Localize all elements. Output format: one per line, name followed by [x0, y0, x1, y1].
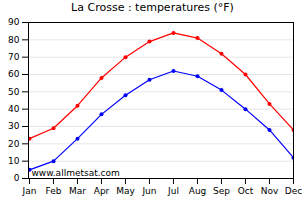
svg-text:40: 40 [8, 104, 20, 114]
svg-text:20: 20 [8, 139, 20, 149]
svg-text:Mar: Mar [69, 186, 86, 196]
svg-text:www.allmetsat.com: www.allmetsat.com [32, 168, 120, 178]
svg-text:Apr: Apr [94, 186, 110, 196]
svg-text:Sep: Sep [213, 186, 230, 196]
svg-text:30: 30 [8, 121, 20, 131]
svg-text:May: May [116, 186, 135, 196]
svg-text:Feb: Feb [46, 186, 62, 196]
svg-text:70: 70 [8, 52, 20, 62]
svg-text:50: 50 [8, 87, 20, 97]
svg-text:90: 90 [8, 17, 20, 27]
svg-text:Jul: Jul [167, 186, 179, 196]
svg-text:Aug: Aug [189, 186, 207, 196]
svg-text:Nov: Nov [261, 186, 279, 196]
svg-text:Jan: Jan [22, 186, 37, 196]
svg-text:Dec: Dec [285, 186, 302, 196]
svg-text:Oct: Oct [238, 186, 254, 196]
svg-text:Jun: Jun [141, 186, 156, 196]
svg-text:60: 60 [8, 69, 20, 79]
svg-text:0: 0 [14, 173, 20, 183]
html-text:La Crosse : temperatures (°F): La Crosse : temperatures (°F) [71, 1, 234, 14]
svg-text:80: 80 [8, 35, 20, 45]
svg-text:10: 10 [8, 156, 20, 166]
